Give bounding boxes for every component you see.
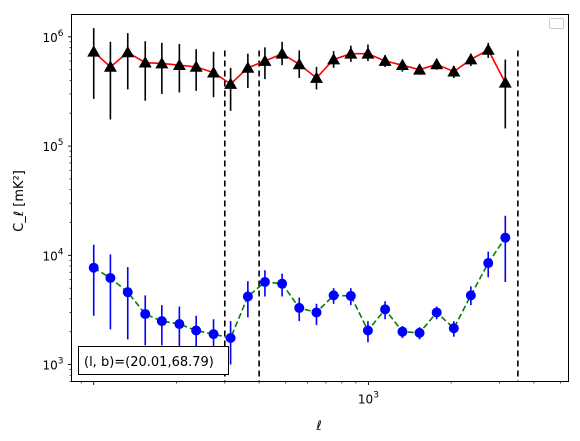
data-point [259, 276, 270, 287]
data-point [207, 66, 221, 78]
data-point [361, 47, 375, 59]
data-point [311, 307, 322, 318]
data-point [87, 45, 101, 57]
data-point [395, 58, 409, 71]
data-point [189, 60, 203, 72]
series-1 [88, 215, 511, 365]
data-point [464, 52, 478, 65]
data-point [275, 47, 289, 59]
data-point [155, 56, 169, 69]
data-point [241, 61, 255, 73]
legend-box [549, 18, 564, 29]
data-point [242, 291, 253, 302]
data-point [208, 329, 219, 340]
plot-frame [71, 14, 569, 382]
data-point [258, 54, 272, 66]
series-0 [87, 28, 512, 129]
data-point [380, 304, 391, 315]
y-axis-label: C_ℓ [mK²] [12, 170, 27, 232]
data-point [345, 290, 356, 301]
data-point [465, 290, 476, 301]
data-point [294, 302, 305, 313]
y-tick-label: 103 [42, 357, 63, 373]
data-point [413, 63, 427, 75]
data-point [414, 327, 425, 338]
vertical-lines [223, 50, 519, 382]
data-point [103, 60, 117, 72]
series-layer [87, 28, 512, 365]
annotation-text: (l, b)=(20.01,68.79) [84, 355, 214, 370]
data-point [430, 57, 444, 70]
data-point [447, 65, 461, 77]
data-point [156, 316, 167, 327]
data-point [397, 326, 408, 337]
data-point [121, 45, 135, 58]
data-point [448, 323, 459, 334]
data-point [500, 232, 511, 243]
data-point [309, 71, 323, 83]
data-point [362, 325, 373, 336]
axis-ticks: 103 104 105 106 103 [42, 29, 561, 407]
data-point [172, 58, 186, 71]
y-tick-label: 104 [42, 247, 63, 263]
data-point [483, 258, 494, 269]
data-point [225, 333, 236, 344]
annotation: (l, b)=(20.01,68.79) [78, 346, 229, 375]
data-point [498, 76, 512, 88]
data-point [431, 307, 442, 318]
data-point [140, 309, 151, 320]
y-tick-label: 106 [42, 29, 63, 45]
x-tick-label: 103 [358, 391, 379, 407]
data-point [88, 262, 99, 273]
data-point [344, 47, 358, 59]
x-axis-label: ℓ [315, 419, 321, 434]
y-tick-label: 105 [42, 138, 63, 154]
data-point [105, 273, 116, 284]
data-point [327, 52, 341, 65]
data-point [122, 287, 133, 298]
data-point [378, 54, 392, 66]
data-point [277, 278, 288, 289]
data-point [138, 56, 152, 68]
data-point [292, 57, 306, 70]
annotation-box [78, 346, 229, 375]
data-point [224, 77, 238, 89]
data-point [174, 319, 185, 330]
data-point [191, 325, 202, 336]
data-point [481, 43, 495, 55]
data-point [328, 290, 339, 301]
